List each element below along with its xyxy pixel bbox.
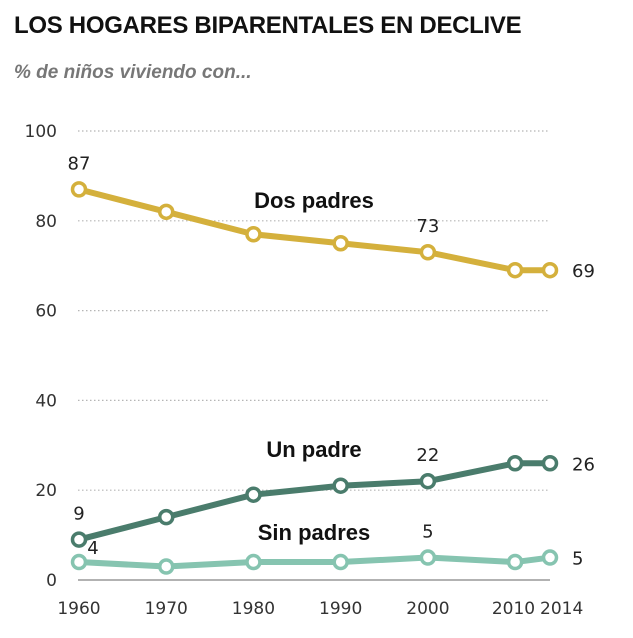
y-tick-label-20: 20 <box>35 481 57 501</box>
data-point-sin-padres-2014 <box>541 549 559 566</box>
y-tick-label-100: 100 <box>25 122 57 142</box>
data-point-un-padre-2014 <box>541 455 559 472</box>
data-point-dos-padres-1970 <box>157 203 175 221</box>
data-label-dos-padres-2000: 73 <box>416 216 439 237</box>
x-tick-label-2000: 2000 <box>406 599 449 619</box>
data-label-sin-padres-1960: 4 <box>87 538 98 559</box>
y-tick-label-0: 0 <box>46 571 57 591</box>
data-point-un-padre-1990 <box>332 477 349 494</box>
data-point-un-padre-1980 <box>245 486 262 503</box>
y-tick-label-80: 80 <box>35 212 57 232</box>
data-point-sin-padres-1990 <box>332 553 349 571</box>
data-label-un-padre-2014: 26 <box>572 454 595 475</box>
data-labels: 87 73 69 9 22 26 4 5 5 Dos padres Un padre Sin padr… <box>68 153 595 569</box>
x-tick-label-2014: 2014 <box>540 599 583 619</box>
data-point-dos-padres-2000 <box>419 243 437 261</box>
data-label-sin-padres-2000: 5 <box>422 522 433 543</box>
series-label-un-padre: Un padre <box>266 437 361 462</box>
data-point-sin-padres-1980 <box>245 553 262 571</box>
data-label-sin-padres-2014: 5 <box>572 549 583 570</box>
series-line-sin-padres <box>76 554 553 570</box>
series-group <box>70 181 559 575</box>
data-point-un-padre-2010 <box>506 455 524 472</box>
x-tick-label-2010: 2010 <box>492 599 535 619</box>
data-point-sin-padres-2010 <box>506 553 524 571</box>
x-tick-label-1980: 1980 <box>232 599 275 619</box>
chart-title: LOS HOGARES BIPARENTALES EN DECLIVE <box>14 12 522 39</box>
y-tick-label-60: 60 <box>35 302 57 322</box>
data-point-un-padre-1960 <box>70 531 88 548</box>
data-label-un-padre-2000: 22 <box>416 445 439 466</box>
series-label-dos-padres: Dos padres <box>254 188 374 213</box>
x-axis-ticks: 1960 1970 1980 1990 2000 2010 2014 <box>57 599 583 619</box>
data-point-dos-padres-2014 <box>541 261 559 279</box>
chart-subtitle: % de niños viviendo con... <box>14 62 252 83</box>
data-point-dos-padres-1960 <box>70 181 88 198</box>
series-label-sin-padres: Sin padres <box>258 520 370 545</box>
x-tick-label-1960: 1960 <box>57 599 100 619</box>
data-point-dos-padres-1990 <box>332 235 349 252</box>
data-label-dos-padres-2014: 69 <box>572 261 595 282</box>
y-axis-ticks: 0 20 40 60 80 100 <box>25 122 57 591</box>
data-point-un-padre-1970 <box>157 508 175 526</box>
data-point-dos-padres-1980 <box>245 226 262 243</box>
data-point-sin-padres-2000 <box>419 549 437 566</box>
data-label-un-padre-1960: 9 <box>73 504 84 525</box>
x-tick-label-1970: 1970 <box>145 599 188 619</box>
x-tick-label-1990: 1990 <box>319 599 362 619</box>
data-label-dos-padres-1960: 87 <box>68 153 91 174</box>
data-point-dos-padres-2010 <box>506 261 524 279</box>
data-point-sin-padres-1970 <box>157 558 175 575</box>
y-tick-label-40: 40 <box>35 391 57 411</box>
data-point-sin-padres-1960 <box>70 553 88 571</box>
data-point-un-padre-2000 <box>419 472 437 490</box>
